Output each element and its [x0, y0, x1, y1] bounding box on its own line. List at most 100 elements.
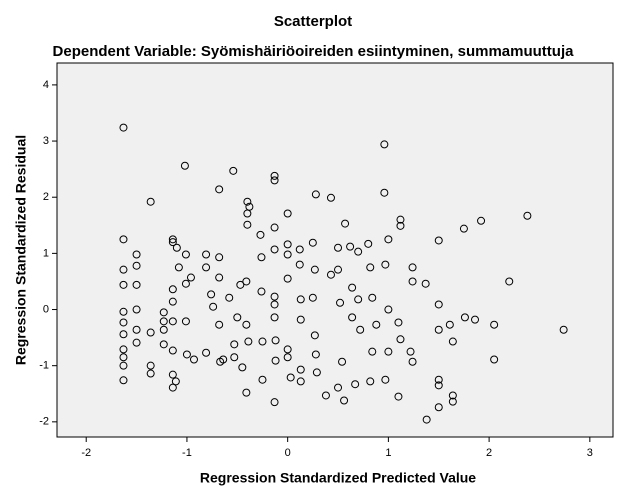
point [242, 277, 251, 286]
y-tick-label: 1 [43, 247, 49, 259]
point [283, 250, 292, 259]
point [283, 240, 292, 249]
point [215, 320, 224, 329]
point [396, 335, 405, 344]
point [326, 270, 335, 279]
point [174, 263, 183, 272]
point [295, 245, 304, 254]
x-tick-label: 1 [385, 447, 391, 459]
point [159, 325, 168, 334]
point [311, 190, 320, 199]
x-tick-label: -2 [81, 447, 91, 459]
point [270, 398, 279, 407]
point [225, 293, 234, 302]
point [215, 273, 224, 282]
point [132, 261, 141, 270]
point [408, 277, 417, 286]
point [257, 287, 266, 296]
y-tick-label: 4 [43, 79, 49, 91]
point [448, 397, 457, 406]
point [119, 353, 128, 362]
x-tick-label: 0 [285, 447, 291, 459]
point [341, 219, 350, 228]
point [229, 166, 238, 175]
point [366, 263, 375, 272]
point [396, 221, 405, 230]
point [348, 283, 357, 292]
point [336, 298, 345, 307]
point [406, 347, 415, 356]
point [244, 337, 253, 346]
point [257, 253, 266, 262]
point [132, 305, 141, 314]
point [434, 403, 443, 412]
point [215, 185, 224, 194]
point [448, 337, 457, 346]
point [119, 123, 128, 132]
point [394, 392, 403, 401]
point [219, 355, 228, 364]
point [202, 263, 211, 272]
point [270, 300, 279, 309]
point [119, 330, 128, 339]
point [381, 375, 390, 384]
point [230, 353, 239, 362]
point [242, 320, 251, 329]
point [296, 315, 305, 324]
point [381, 260, 390, 269]
point [283, 209, 292, 218]
point [351, 380, 360, 389]
point [271, 356, 280, 365]
point [286, 373, 295, 382]
point [421, 279, 430, 288]
point [334, 243, 343, 252]
point [243, 220, 252, 229]
point [354, 247, 363, 256]
point [523, 211, 532, 220]
point [132, 250, 141, 259]
point [230, 340, 239, 349]
point [119, 265, 128, 274]
point [242, 388, 251, 397]
point [215, 253, 224, 262]
point [380, 188, 389, 197]
point [459, 224, 468, 233]
point [321, 391, 330, 400]
point [119, 280, 128, 289]
point [256, 230, 265, 239]
point [159, 340, 168, 349]
y-axis-label: Regression Standardized Residual [13, 135, 29, 365]
point [270, 223, 279, 232]
point [296, 295, 305, 304]
y-tick-label: -1 [39, 360, 49, 372]
point [245, 202, 254, 211]
point [340, 396, 349, 405]
point [146, 328, 155, 337]
point [296, 365, 305, 374]
point [311, 350, 320, 359]
point [434, 381, 443, 390]
point [368, 347, 377, 356]
point [384, 305, 393, 314]
point [119, 307, 128, 316]
point [119, 376, 128, 385]
point [189, 355, 198, 364]
point [422, 415, 431, 424]
point [308, 293, 317, 302]
point [202, 250, 211, 259]
point [490, 320, 499, 329]
point [396, 215, 405, 224]
point [334, 383, 343, 392]
point [334, 265, 343, 274]
point [180, 161, 189, 170]
point [271, 336, 280, 345]
point [434, 236, 443, 245]
point [348, 313, 357, 322]
point [168, 297, 177, 306]
point [434, 300, 443, 309]
point [338, 357, 347, 366]
point [168, 346, 177, 355]
point [270, 171, 279, 180]
point [310, 331, 319, 340]
point [233, 313, 242, 322]
